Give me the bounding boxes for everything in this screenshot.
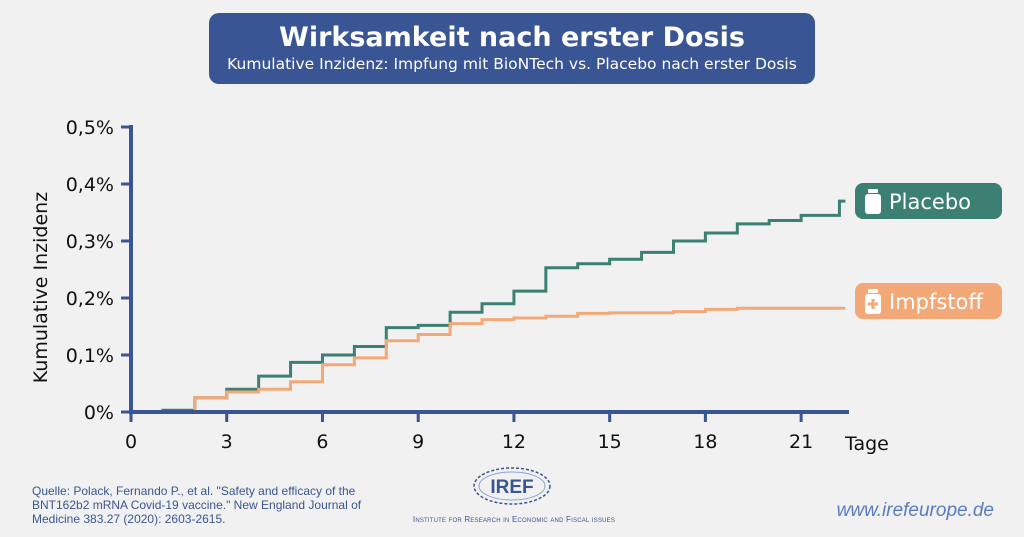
x-tick-label: 18 [693,431,717,453]
x-tick-label: 9 [412,431,424,453]
legend-label-placebo: Placebo [889,190,971,214]
x-tick-label: 12 [502,431,526,453]
x-tick-label: 0 [125,431,137,453]
series-line-impfstoff [131,306,846,414]
y-tick-label: 0,5% [66,117,114,139]
y-tick-label: 0% [84,402,114,424]
y-tick-label: 0,4% [66,174,114,196]
source-citation: Quelle: Polack, Fernando P., et al. "Saf… [32,484,362,526]
x-tick-label: 15 [598,431,622,453]
website-link[interactable]: www.irefeurope.de [836,500,994,521]
chart-subtitle: Kumulative Inzidenz: Impfung mit BioNTec… [227,55,797,73]
x-axis-label: Tage [844,433,889,455]
legend-badge-placebo [855,183,1002,219]
institute-name: Institute for Research in Economic and F… [412,515,616,524]
y-tick-label: 0,2% [66,288,114,310]
vial-cap-icon [868,189,878,193]
iref-logo: IREF [473,467,551,505]
legend-label-impfstoff: Impfstoff [889,290,983,314]
x-tick-label: 21 [789,431,813,453]
y-tick-label: 0,1% [66,345,114,367]
vial-icon [865,194,881,214]
chart-title: Wirksamkeit nach erster Dosis [279,22,745,53]
title-banner: Wirksamkeit nach erster Dosis Kumulative… [209,13,815,84]
logo-text: IREF [490,477,533,498]
y-axis-label: Kumulative Inzidenz [30,192,52,383]
x-tick-label: 3 [221,431,233,453]
y-tick-label: 0,3% [66,231,114,253]
legend-badge-impfstoff [855,283,1002,319]
vial-cap-icon [868,289,878,293]
x-tick-label: 6 [316,431,328,453]
series-line-placebo [131,199,846,414]
cross-icon [868,302,878,306]
